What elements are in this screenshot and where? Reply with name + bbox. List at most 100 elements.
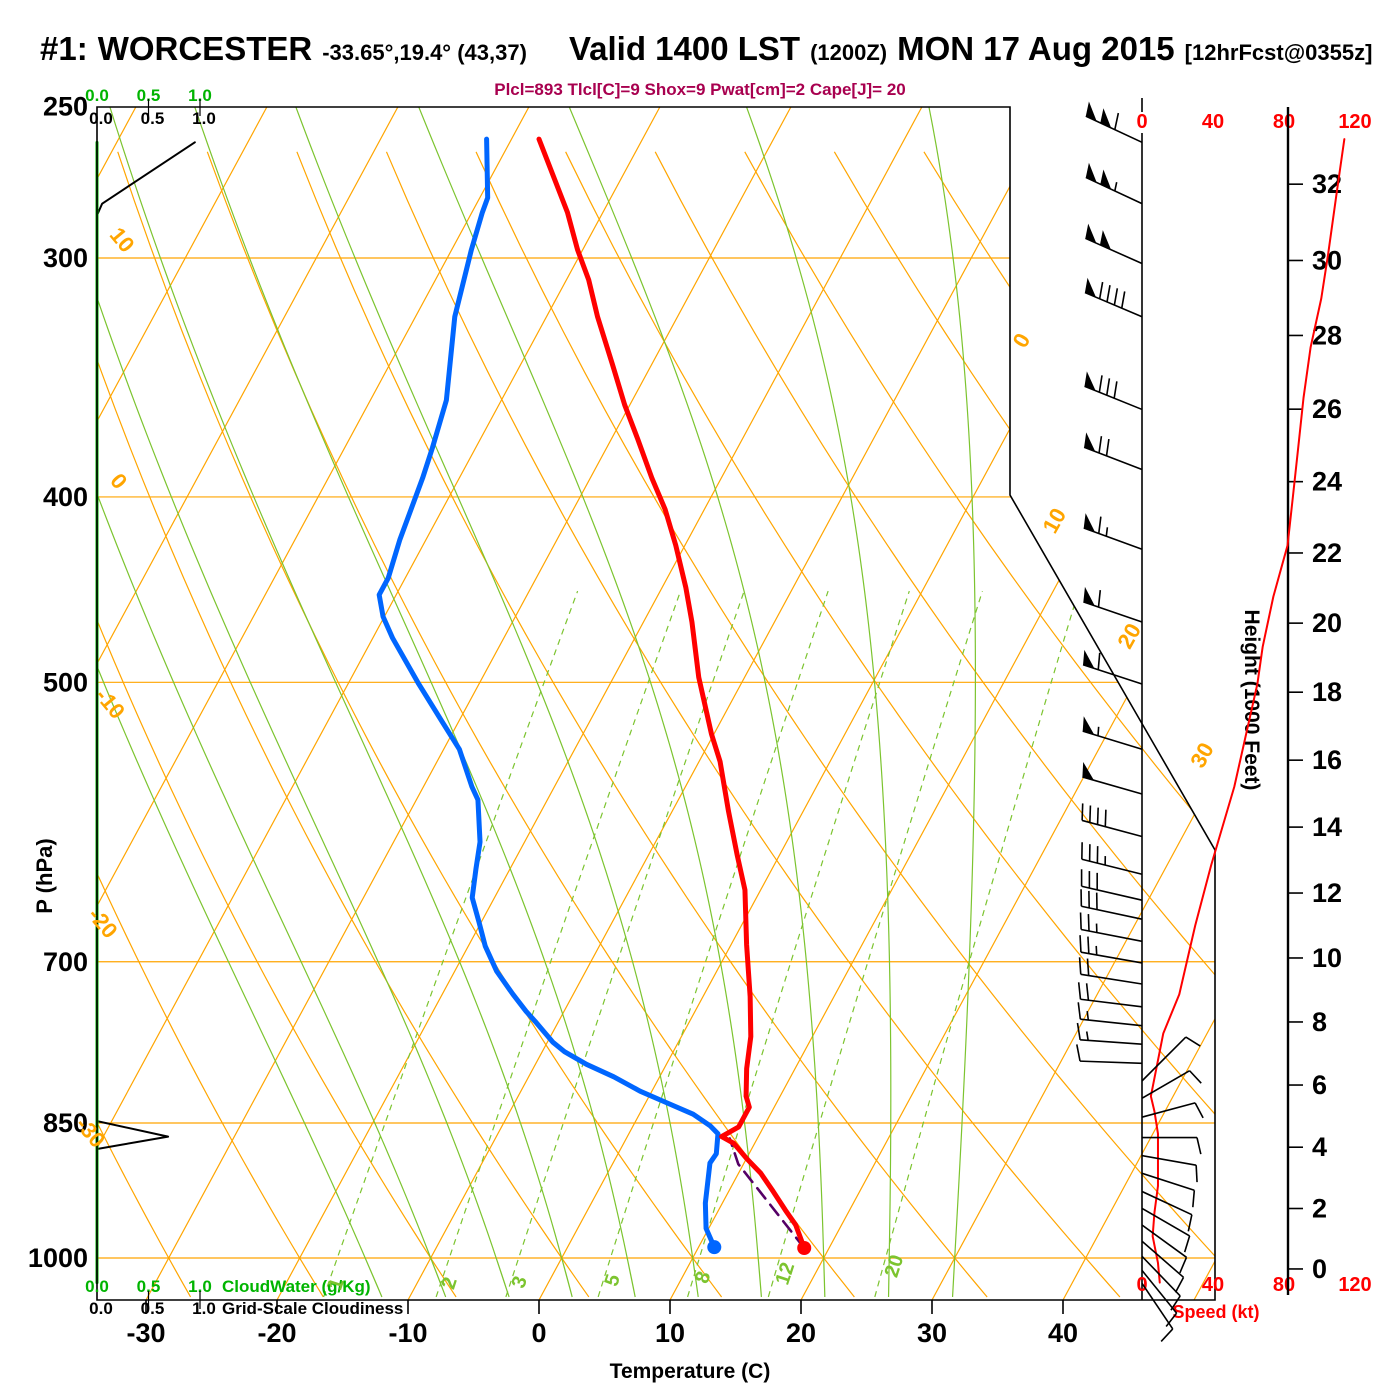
mixing-ratio-line [767, 590, 983, 1298]
forecast-tag: [12hrFcst@0355z] [1184, 40, 1373, 65]
speed-tick-label: 120 [1338, 111, 1371, 133]
wind-barb [1141, 1282, 1174, 1342]
wind-barb [1080, 889, 1143, 920]
wind-barb [1141, 1269, 1178, 1328]
wind-barb [1076, 1022, 1143, 1045]
cloudiness-legend: Grid-Scale Cloudiness [222, 1299, 403, 1318]
height-tick-label: 12 [1312, 878, 1342, 908]
wind-barb [1141, 1240, 1185, 1293]
speed-tick-label: 0 [1136, 111, 1147, 133]
mixing-ratio-line [597, 590, 829, 1298]
pressure-tick-label: 250 [43, 92, 88, 122]
skewt-isotherm [97, 107, 530, 1300]
chart-title: #1: WORCESTER -33.65°,19.4° (43,37) Vali… [40, 30, 1380, 68]
dry-adiabat [97, 151, 192, 1298]
dry-adiabat [385, 151, 1121, 1298]
moist-adiabat [109, 107, 573, 1298]
wind-barb [1083, 432, 1143, 471]
skewt-isotherm [145, 107, 792, 1300]
skewt-isotherm [800, 107, 1215, 1300]
wind-barb [1083, 586, 1143, 623]
temperature-tick-label: 0 [531, 1318, 546, 1348]
height-tick-label: 4 [1312, 1132, 1327, 1162]
mixing-ratio-label: 20 [881, 1252, 909, 1280]
skewt-isotherm [931, 107, 1215, 1300]
mixing-ratio-line [687, 590, 910, 1298]
height-tick-label: 10 [1312, 943, 1342, 973]
speed-tick-label: 40 [1202, 111, 1224, 133]
height-tick-label: 14 [1312, 812, 1342, 842]
speed-tick-label: 40 [1202, 1274, 1224, 1296]
cloudiness-scale-label: 0.0 [89, 109, 113, 128]
wind-barb [1078, 957, 1143, 985]
skewt-isotherm [1193, 107, 1215, 1300]
cloudiness-scale-label: 1.0 [192, 1299, 216, 1318]
plot-border [96, 106, 1216, 1301]
station-index: #1: [40, 30, 88, 67]
pressure-tick-label: 500 [43, 667, 88, 697]
height-tick-label: 20 [1312, 608, 1342, 638]
temperature-axis-title: Temperature (C) [610, 1360, 771, 1383]
skewt-isotherm [97, 107, 399, 1300]
isotherm-label: 0 [1008, 329, 1036, 352]
wind-barb [1082, 649, 1143, 685]
moist-adiabat [568, 107, 826, 1297]
pressure-axis-title: P (hPa) [32, 838, 57, 913]
speed-tick-label: 120 [1338, 1274, 1371, 1296]
skewt-isotherm [407, 107, 1054, 1300]
mixing-ratio-line [874, 590, 1080, 1298]
pressure-tick-label: 400 [43, 482, 88, 512]
height-tick-label: 8 [1312, 1007, 1327, 1037]
temperature-tick-label: -10 [388, 1318, 427, 1348]
moist-adiabat [295, 107, 699, 1298]
wind-barb [1141, 1070, 1202, 1099]
moist-adiabat [745, 107, 892, 1297]
skewt-isotherm [1062, 107, 1215, 1300]
wind-barb [1079, 912, 1143, 943]
dry-adiabat [97, 151, 590, 1298]
mixing-ratio-label: 3 [508, 1274, 532, 1291]
height-tick-label: 6 [1312, 1070, 1327, 1100]
wind-barb [1085, 101, 1143, 144]
dry-adiabat [475, 151, 1215, 1298]
wind-barb [1084, 277, 1143, 318]
parcel-path [728, 1137, 806, 1250]
valid-time: Valid 1400 LST [568, 30, 801, 67]
isotherm-label: 10 [1037, 504, 1071, 538]
wind-barb [1141, 1207, 1191, 1253]
height-tick-label: 28 [1312, 320, 1342, 350]
wind-barb [1084, 371, 1143, 411]
dry-adiabat [744, 151, 1215, 1298]
pressure-tick-label: 300 [43, 243, 88, 273]
dry-adiabat [1192, 151, 1215, 1298]
temperature-curve [536, 136, 807, 1251]
wind-barb [1077, 982, 1143, 1008]
dry-adiabat-label: 0 [105, 468, 132, 493]
wind-barb [1076, 1044, 1143, 1065]
cloudiness-scale-label: 0.5 [141, 1299, 165, 1318]
dry-adiabat-label: 10 [105, 222, 140, 257]
cloudwater-scale-label: 1.0 [188, 1277, 212, 1296]
wind-speed-curve [1149, 138, 1346, 1284]
height-tick-label: 16 [1312, 745, 1342, 775]
wind-barb [1081, 842, 1143, 876]
dry-adiabat [97, 151, 324, 1298]
speed-axis-title: Speed (kt) [1172, 1302, 1259, 1322]
dry-adiabat [206, 151, 855, 1298]
moist-adiabat [97, 107, 447, 1298]
cloudwater-legend: CloudWater (g/Kg) [222, 1277, 371, 1296]
speed-tick-label: 80 [1273, 1274, 1295, 1296]
sounding-indices: Plcl=893 Tlcl[C]=9 Shox=9 Pwat[cm]=2 Cap… [494, 80, 906, 99]
temperature-tick-label: 10 [655, 1318, 685, 1348]
wind-barb [1082, 716, 1143, 751]
moist-adiabat [97, 107, 510, 1298]
height-tick-label: 24 [1312, 467, 1342, 497]
wind-barb [1077, 1002, 1143, 1027]
dewpoint-curve [376, 136, 721, 1250]
skewt-isotherm [276, 107, 923, 1300]
wind-barb [1141, 1190, 1193, 1232]
moist-adiabat [418, 107, 762, 1298]
valid-zulu: (1200Z) [810, 40, 888, 65]
height-tick-label: 0 [1312, 1254, 1327, 1284]
